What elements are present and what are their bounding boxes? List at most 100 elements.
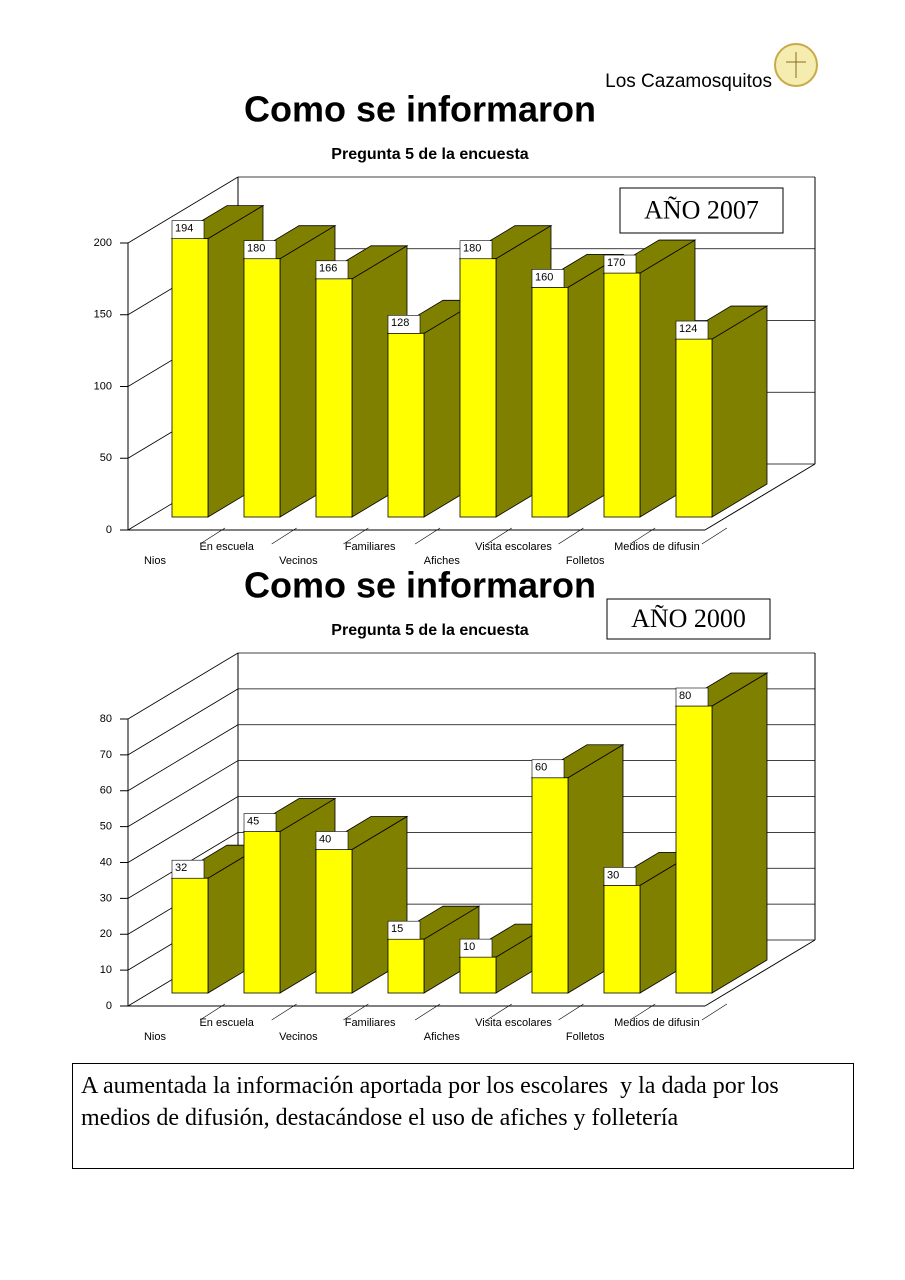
value-label-box [387,920,421,940]
category-divider [199,527,226,545]
bar [675,705,713,994]
brand: Los Cazamosquitos [605,71,772,92]
y-tick-label: 50 [100,821,112,833]
x-tick-label: Medios de difusin [614,541,700,553]
value-label: 180 [463,243,481,255]
y-tick-label: 60 [100,785,112,797]
bar [531,777,569,994]
bar [531,286,569,518]
chart-title: Como se informaron [244,565,596,606]
grid-line [127,176,239,244]
value-label-box [459,240,493,259]
value-label-box [603,867,637,886]
y-tick-label: 50 [100,452,112,464]
y-tick-label: 0 [106,524,112,536]
bar-side [711,672,768,994]
value-label: 160 [535,271,553,283]
bar [675,338,713,518]
value-label: 45 [247,815,259,827]
x-tick-label: En escuela [199,1017,254,1029]
category-divider [486,527,512,545]
y-tick-label: 40 [100,856,112,868]
bar [603,272,641,518]
bar [315,278,353,518]
x-tick-label: Nios [144,1031,167,1043]
category-divider [558,527,584,545]
bar [243,258,281,518]
x-tick-label: Medios de difusin [614,1017,700,1029]
x-tick-label: Familiares [345,1017,396,1029]
value-label-box [315,260,349,280]
category-divider [271,527,297,545]
x-tick-label: Afiches [424,555,461,567]
value-label: 60 [535,762,547,774]
value-label: 30 [607,869,619,881]
annotation-box [606,598,771,640]
x-tick-label: Vecinos [279,1031,318,1043]
value-label: 170 [607,257,625,269]
y-tick-label: 80 [100,713,112,725]
y-tick-label: 0 [106,1000,112,1012]
value-label-box [675,687,709,707]
value-label: 128 [391,317,409,329]
y-tick-label: 20 [100,928,112,940]
value-label-box [531,759,565,779]
category-divider [701,1003,728,1021]
value-label-box [315,831,349,850]
value-label-box [171,220,205,239]
value-label-box [459,938,493,958]
value-label-box [675,320,709,340]
bar [243,831,281,994]
bar [459,956,497,994]
value-label: 124 [679,323,697,335]
value-label-box [243,813,277,832]
chart-subtitle: Pregunta 5 de la encuesta [331,146,529,163]
value-label-box [387,315,421,334]
y-tick-label: 100 [94,380,112,392]
bar [387,938,425,994]
bar [459,258,497,518]
x-tick-label: Folletos [566,1031,605,1043]
x-tick-label: En escuela [199,541,254,553]
x-tick-label: Vecinos [279,555,318,567]
note: A aumentada la información aportada por … [72,1063,854,1169]
x-tick-label: Nios [144,555,167,567]
y-tick-label: 200 [94,237,112,249]
category-divider [486,1003,512,1021]
x-tick-label: Familiares [345,541,396,553]
annotation: AÑO 2000 [631,604,746,633]
x-tick-label: Folletos [566,555,605,567]
category-divider [343,527,369,545]
annotation: AÑO 2007 [644,195,759,224]
value-label-box [171,859,205,879]
value-label: 40 [319,833,331,845]
category-divider [414,1003,441,1021]
value-label: 10 [463,941,475,953]
category-divider [558,1003,584,1021]
grid-line [127,796,239,863]
floor-edge [704,939,816,1007]
y-tick-label: 70 [100,749,112,761]
category-divider [199,1003,226,1021]
category-divider [343,1003,369,1021]
annotation-box [619,187,784,234]
grid-line [127,652,239,720]
value-label-box [603,254,637,274]
value-label: 15 [391,923,403,935]
chart-subtitle: Pregunta 5 de la encuesta [331,622,529,639]
value-label-box [531,269,565,288]
category-divider [414,527,441,545]
category-divider [630,1003,656,1021]
value-label: 166 [319,263,337,275]
floor-edge [704,463,816,531]
bar-side [711,305,768,518]
grid-line [127,760,239,827]
value-label-box [243,240,277,259]
grid-line [127,688,239,756]
bar [603,884,641,994]
y-tick-label: 30 [100,892,112,904]
value-label: 80 [679,690,691,702]
category-divider [271,1003,297,1021]
